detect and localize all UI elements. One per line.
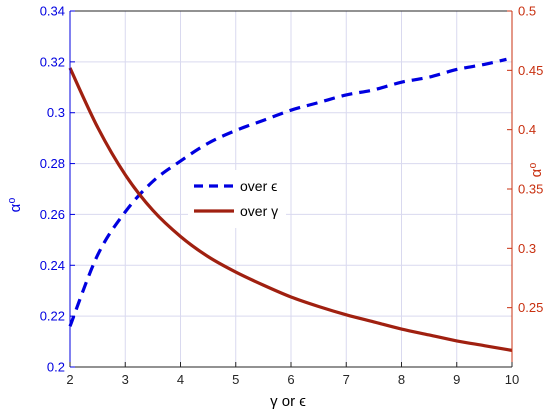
ticks: 2 3 4 5 6 7 8 9 10 0.2 0.22 0.24 0.26 0.28 0.3 0.32 0.34…: [40, 4, 544, 388]
y-left-tick-label-3: 0.26: [40, 207, 65, 222]
y-left-tick-label-7: 0.34: [40, 4, 65, 19]
series-line-over-epsilon: [68, 57, 507, 327]
y-left-tick-label-4: 0.28: [40, 156, 65, 171]
y-right-tick-label-1: 0.3: [518, 241, 536, 256]
y-left-tick-label-2: 0.24: [40, 258, 65, 273]
y-right-tick-label-4: 0.45: [518, 63, 543, 78]
y-right-axis-label: α⁰: [528, 163, 545, 178]
y-right-tick-label-0: 0.25: [518, 300, 543, 315]
x-tick-label-4: 6: [287, 372, 294, 387]
x-tick-label-3: 5: [232, 372, 239, 387]
y-right-tick-label-3: 0.4: [518, 122, 536, 137]
series-layer: [68, 57, 513, 352]
x-axis-label: γ or ϵ: [270, 393, 306, 410]
legend: over ϵ over γ: [188, 170, 286, 228]
legend-label-over-gamma: over γ: [240, 203, 278, 219]
y-right-tick-label-2: 0.35: [518, 182, 543, 197]
y-right-tick-label-5: 0.5: [518, 4, 536, 19]
y-left-tick-label-1: 0.22: [40, 309, 65, 324]
y-left-tick-label-6: 0.32: [40, 54, 65, 69]
x-tick-label-5: 7: [343, 372, 350, 387]
x-tick-label-7: 9: [453, 372, 460, 387]
y-left-tick-label-0: 0.2: [47, 360, 65, 375]
x-tick-label-2: 4: [177, 372, 184, 387]
legend-label-over-epsilon: over ϵ: [240, 178, 277, 194]
x-tick-label-6: 8: [398, 372, 405, 387]
x-tick-label-1: 3: [122, 372, 129, 387]
y-left-tick-label-5: 0.3: [47, 105, 65, 120]
series-line-over-gamma: [68, 67, 513, 352]
y-left-axis-label: α⁰: [7, 198, 24, 213]
legend-box: [188, 170, 286, 228]
x-tick-label-0: 2: [66, 372, 73, 387]
x-tick-label-8: 10: [505, 372, 519, 387]
